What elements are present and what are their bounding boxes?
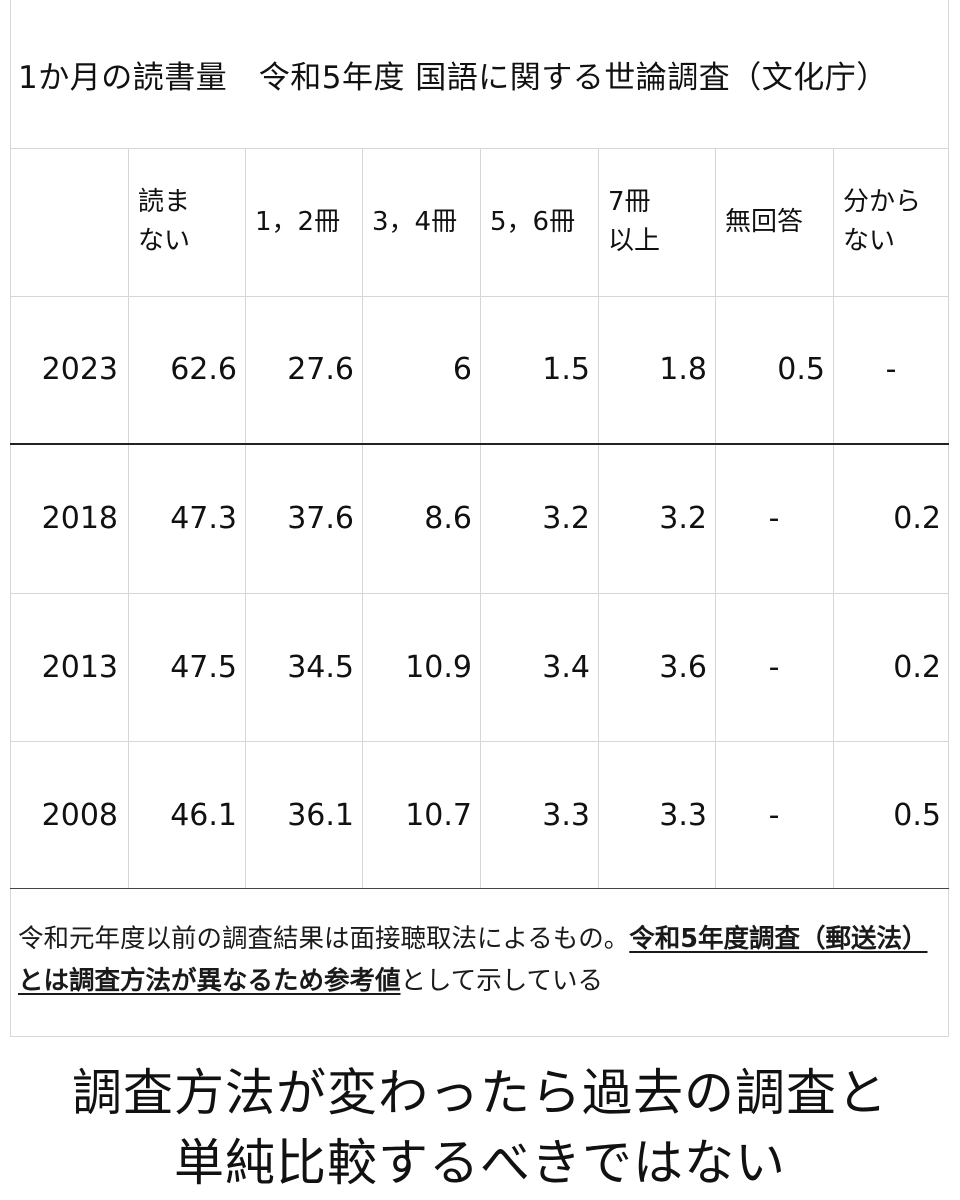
method-note: 令和元年度以前の調査結果は面接聴取法によるもの。令和5年度調査（郵送法）とは調査… [18, 918, 948, 1002]
table-cell: - [768, 797, 780, 833]
column-header-5-6-books: 5，6冊 [480, 148, 598, 296]
column-divider [128, 148, 129, 889]
column-header-text: 7冊 [608, 187, 651, 217]
row-divider [10, 741, 949, 742]
row-year: 2013 [41, 649, 118, 685]
page-title: 1か月の読書量 令和5年度 国語に関する世論調査（文化庁） [18, 60, 888, 96]
column-header-not-read: 読ま ない [128, 148, 245, 296]
caption-line-1: 調査方法が変わったら過去の調査と [72, 1064, 888, 1122]
caption-line-2: 単純比較するべきではない [174, 1134, 786, 1192]
table-cell: 46.1 [170, 797, 237, 833]
column-header-text: 無回答 [725, 206, 804, 237]
table-cell: 47.5 [170, 649, 237, 685]
table-cell: 3.4 [542, 649, 590, 685]
table-cell: 1.8 [659, 352, 707, 387]
row-year: 2008 [41, 797, 118, 833]
column-divider [833, 148, 834, 889]
column-divider [715, 148, 716, 889]
note-plain: 令和元年度以前の調査結果は面接聴取法によるもの。 [18, 924, 630, 954]
table-cell: 8.6 [424, 500, 472, 536]
column-header-1-2-books: 1，2冊 [245, 148, 362, 296]
column-header-3-4-books: 3，4冊 [362, 148, 480, 296]
column-divider [598, 148, 599, 889]
table-cell: 1.5 [542, 352, 590, 387]
note-emphasis: 令和5年度調査（郵送法）とは調査方法が異なるため参考値 [18, 924, 928, 996]
table-cell: 6 [452, 352, 472, 387]
column-divider [480, 148, 481, 889]
column-header-text: ない [138, 226, 191, 256]
table-cell: 3.2 [542, 500, 590, 536]
table-cell: 10.9 [405, 649, 472, 685]
table-cell: - [768, 649, 780, 685]
table-border-right [948, 148, 949, 889]
table-cell: 62.6 [170, 352, 237, 387]
table-cell: 3.3 [659, 797, 707, 833]
row-divider [10, 593, 949, 594]
column-header-corner [10, 148, 128, 296]
table-cell: 3.6 [659, 649, 707, 685]
table-cell: 3.2 [659, 500, 707, 536]
note-tail: として示している [400, 966, 603, 996]
table-border-top [10, 148, 949, 149]
reference-divider [10, 443, 949, 445]
column-divider [362, 148, 363, 889]
table-cell: 0.2 [893, 649, 941, 685]
row-year: 2023 [41, 352, 118, 387]
column-header-7-plus-books: 7冊以上 [598, 148, 715, 296]
row-divider [10, 296, 949, 297]
table-cell: 47.3 [170, 500, 237, 536]
row-year: 2018 [41, 500, 118, 536]
table-cell: - [885, 352, 897, 387]
table-cell: 36.1 [287, 797, 354, 833]
table-cell: - [768, 500, 780, 536]
table-cell: 37.6 [287, 500, 354, 536]
column-header-text: 5，6冊 [490, 206, 576, 237]
column-header-text: 以上 [608, 226, 661, 256]
table-cell: 0.5 [777, 352, 825, 387]
table-cell: 10.7 [405, 797, 472, 833]
table-border-left [10, 148, 11, 889]
column-header-text: 1，2冊 [255, 206, 341, 237]
table-border-bottom [10, 888, 949, 889]
table-cell: 3.3 [542, 797, 590, 833]
reading-volume-table: 読ま ない 1，2冊 3，4冊 5，6冊 7冊 以上 無回答 分から ない 2023 62.6 27.6… [10, 148, 949, 889]
column-header-text: 分から [843, 187, 922, 217]
column-header-text: 読ま [138, 187, 191, 217]
column-header-no-answer: 無回答 [715, 148, 833, 296]
column-divider [245, 148, 246, 889]
table-cell: 0.5 [893, 797, 941, 833]
column-header-dont-know: 分から ない [833, 148, 949, 296]
table-cell: 34.5 [287, 649, 354, 685]
table-cell: 27.6 [287, 352, 354, 387]
table-cell: 0.2 [893, 500, 941, 536]
column-header-text: 3，4冊 [372, 206, 458, 237]
column-header-text: ない [843, 226, 896, 256]
caption: 調査方法が変わったら過去の調査と 単純比較するべきではない [0, 1058, 960, 1198]
